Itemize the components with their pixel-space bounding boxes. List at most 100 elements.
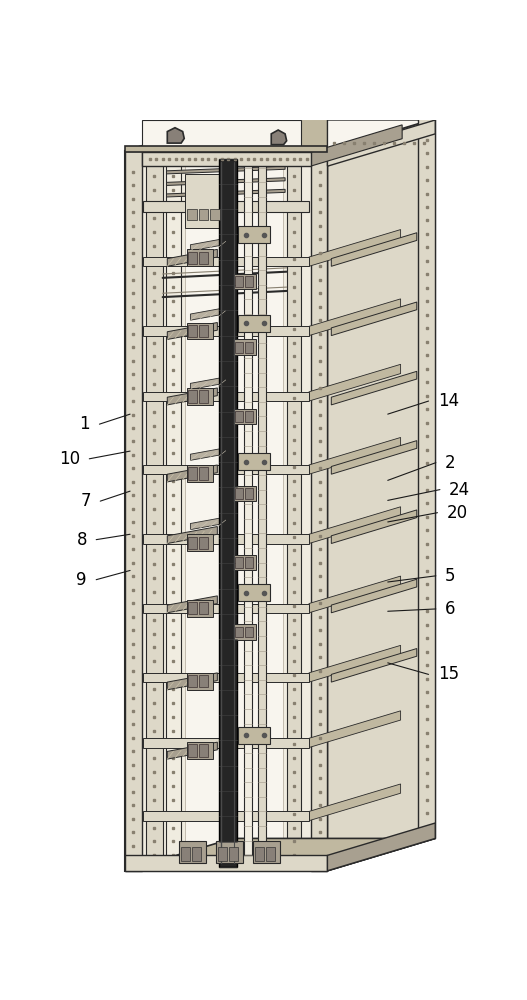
Bar (179, 841, 206, 863)
Bar (192, 847, 201, 861)
Bar (253, 841, 280, 863)
Bar (219, 158, 237, 867)
Polygon shape (327, 120, 435, 166)
Bar (233, 555, 256, 570)
Polygon shape (190, 237, 233, 251)
Polygon shape (309, 507, 401, 544)
Polygon shape (125, 118, 435, 151)
Bar (125, 855, 327, 871)
Bar (266, 847, 275, 861)
Polygon shape (331, 510, 417, 544)
Polygon shape (143, 465, 309, 474)
Bar (245, 488, 253, 499)
Bar (188, 675, 197, 687)
Bar (188, 744, 197, 757)
Bar (187, 534, 213, 551)
Polygon shape (143, 604, 309, 613)
Bar (233, 339, 256, 355)
Bar (235, 557, 243, 568)
Bar (187, 209, 197, 220)
Bar (245, 627, 253, 637)
Text: 1: 1 (80, 415, 90, 433)
Polygon shape (418, 118, 435, 838)
Bar (233, 274, 256, 289)
Bar (147, 148, 305, 155)
Bar (218, 847, 227, 861)
Polygon shape (143, 673, 309, 682)
Polygon shape (309, 784, 401, 821)
Bar (187, 465, 213, 482)
Bar (142, 120, 300, 151)
Polygon shape (190, 516, 233, 530)
Bar (199, 675, 208, 687)
Polygon shape (167, 742, 217, 759)
Polygon shape (166, 155, 181, 867)
Polygon shape (310, 151, 327, 871)
Bar (216, 841, 243, 863)
Polygon shape (331, 371, 417, 405)
Bar (188, 252, 197, 264)
Polygon shape (327, 118, 435, 151)
Polygon shape (143, 738, 309, 748)
Polygon shape (331, 233, 417, 266)
Polygon shape (143, 392, 309, 401)
Polygon shape (309, 364, 401, 401)
Polygon shape (331, 441, 417, 474)
Bar (187, 673, 213, 690)
Bar (245, 411, 253, 422)
Bar (258, 158, 266, 867)
Polygon shape (331, 579, 417, 613)
Polygon shape (331, 302, 417, 336)
Text: 8: 8 (76, 531, 87, 549)
Bar (235, 627, 243, 637)
Bar (187, 323, 213, 339)
Bar (199, 252, 208, 264)
Text: 10: 10 (59, 450, 80, 468)
Bar (245, 276, 253, 287)
Text: 2: 2 (445, 454, 456, 472)
Bar (199, 602, 208, 614)
Bar (245, 557, 253, 568)
Polygon shape (143, 811, 309, 821)
Polygon shape (190, 446, 233, 460)
Bar (187, 600, 213, 617)
Polygon shape (167, 249, 217, 266)
Bar (125, 146, 327, 152)
Bar (188, 390, 197, 403)
Polygon shape (146, 155, 163, 867)
Bar (235, 411, 243, 422)
Bar (199, 467, 208, 480)
Text: 20: 20 (447, 504, 468, 522)
Polygon shape (327, 823, 435, 871)
Text: 24: 24 (449, 481, 470, 499)
Bar (181, 847, 190, 861)
Polygon shape (327, 118, 435, 871)
Bar (188, 467, 197, 480)
Polygon shape (167, 166, 285, 174)
Bar (255, 847, 265, 861)
Bar (187, 742, 213, 759)
Bar (210, 209, 220, 220)
Bar (185, 151, 283, 867)
Polygon shape (190, 306, 233, 320)
Polygon shape (167, 527, 217, 544)
Bar (245, 158, 252, 867)
Text: 6: 6 (445, 600, 456, 618)
Polygon shape (309, 230, 401, 266)
Bar (235, 488, 243, 499)
Polygon shape (125, 151, 327, 871)
Bar (199, 325, 208, 337)
Bar (187, 249, 213, 266)
Polygon shape (309, 711, 401, 748)
Bar (233, 409, 256, 424)
Bar (199, 390, 208, 403)
Polygon shape (238, 727, 270, 744)
Polygon shape (309, 299, 401, 336)
Polygon shape (167, 323, 217, 339)
Bar (233, 624, 256, 640)
Polygon shape (310, 125, 402, 166)
Polygon shape (238, 226, 270, 243)
Polygon shape (125, 151, 142, 871)
Polygon shape (167, 388, 217, 405)
Polygon shape (125, 838, 435, 871)
